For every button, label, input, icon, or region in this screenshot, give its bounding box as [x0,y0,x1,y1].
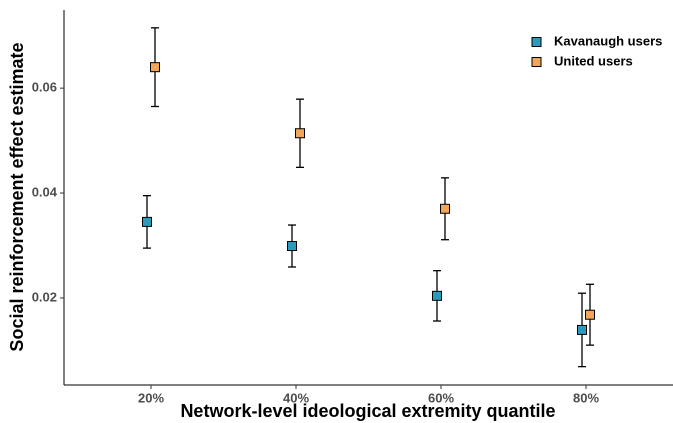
legend-swatch [531,57,542,67]
point [432,290,442,301]
x-tick-label: 20% [138,390,164,405]
legend-label: United users [554,53,633,68]
legend-label: Kavanaugh users [554,33,662,48]
x-tick-label: 40% [283,390,309,405]
x-axis-title: Network-level ideological extremity quan… [180,401,555,421]
point [577,324,587,335]
point [150,62,160,73]
point [142,216,152,227]
y-axis-title: Social reinforcement effect estimate [7,42,27,351]
x-tick-label: 80% [573,390,599,405]
y-tick-label: 0.02 [32,289,57,304]
y-tick-label: 0.04 [32,184,58,199]
point [295,128,305,139]
legend-swatch [531,37,542,47]
x-tick-label: 60% [428,390,454,405]
point [287,241,297,252]
point [440,203,450,214]
point [585,309,595,320]
y-tick-label: 0.06 [32,80,57,95]
